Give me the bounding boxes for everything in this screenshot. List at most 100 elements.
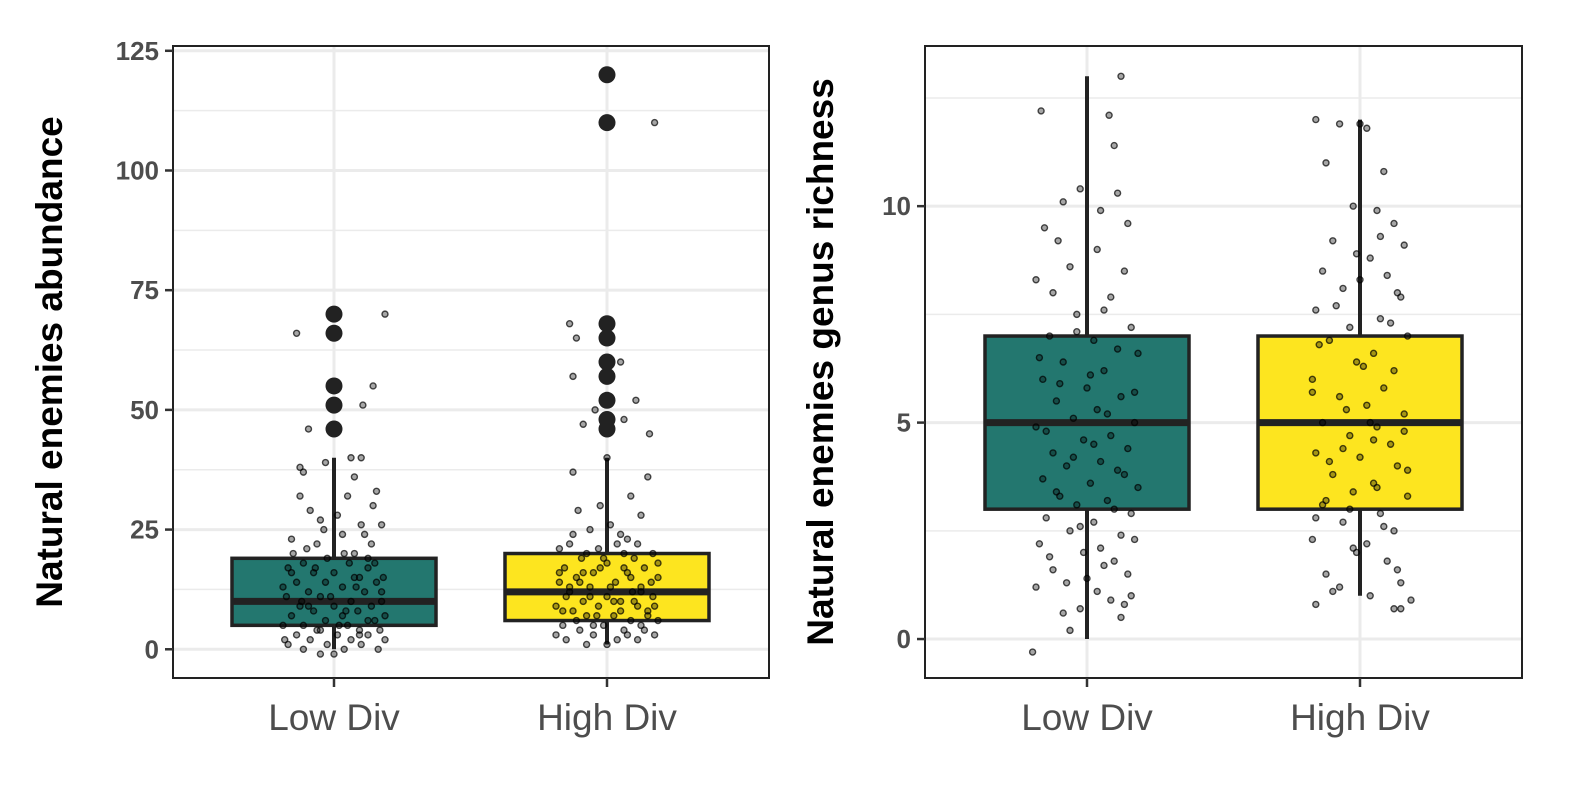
jitter-point	[654, 559, 662, 567]
jitter-point	[645, 430, 654, 438]
jitter-point	[347, 635, 355, 644]
jitter-point	[1045, 553, 1054, 561]
jitter-point	[350, 549, 359, 558]
jitter-point	[1322, 496, 1330, 505]
jitter-point	[1349, 488, 1357, 496]
jitter-point	[1028, 648, 1037, 656]
jitter-point	[1366, 592, 1374, 600]
jitter-point	[360, 588, 369, 596]
jitter-point	[552, 602, 560, 610]
jitter-point	[1113, 345, 1122, 353]
jitter-point	[576, 626, 584, 634]
x-tick-label: Low Div	[268, 697, 400, 738]
jitter-point	[381, 635, 389, 644]
jitter-point	[1346, 505, 1354, 513]
jitter-point	[357, 640, 365, 649]
y-tick-label: 0	[897, 624, 911, 654]
jitter-point	[316, 650, 325, 658]
jitter-point	[649, 592, 657, 601]
jitter-point	[1308, 375, 1317, 384]
jitter-point	[321, 458, 330, 467]
jitter-point	[1400, 410, 1408, 418]
jitter-point	[599, 621, 608, 630]
jitter-point	[1403, 492, 1412, 500]
jitter-point	[589, 631, 598, 639]
jitter-point	[1373, 423, 1381, 431]
jitter-point	[1127, 592, 1135, 600]
jitter-point	[1127, 509, 1135, 518]
jitter-point	[1349, 202, 1357, 210]
jitter-point	[1407, 596, 1415, 604]
jitter-point	[1312, 514, 1320, 522]
jitter-point	[579, 420, 587, 428]
jitter-point	[1042, 427, 1050, 435]
panel-border	[924, 45, 1523, 679]
jitter-point	[357, 454, 365, 462]
jitter-point	[559, 607, 567, 615]
jitter-point	[377, 521, 386, 529]
jitter-point	[637, 588, 645, 596]
jitter-point	[279, 621, 287, 630]
jitter-point	[1332, 302, 1340, 310]
jitter-point	[630, 554, 638, 563]
jitter-point	[1390, 219, 1398, 228]
jitter-point	[1066, 626, 1074, 635]
y-tick-label: 5	[897, 408, 911, 438]
jitter-point	[1117, 531, 1125, 539]
outlier-point	[598, 353, 616, 371]
jitter-point	[1127, 323, 1135, 332]
outlier-point	[598, 367, 616, 385]
jitter-point	[1380, 522, 1388, 531]
jitter-point	[640, 626, 649, 634]
jitter-point	[610, 597, 618, 606]
jitter-point	[1062, 579, 1071, 587]
jitter-point	[359, 401, 367, 409]
jitter-point	[1130, 418, 1139, 427]
jitter-point	[569, 530, 577, 539]
jitter-point	[1339, 284, 1347, 293]
jitter-point	[628, 588, 637, 596]
jitter-point	[303, 545, 311, 553]
jitter-point	[650, 631, 659, 639]
jitter-point	[1318, 418, 1327, 427]
panel-border	[172, 45, 770, 679]
jitter-point	[1107, 596, 1115, 604]
jitter-point	[1322, 159, 1330, 167]
jitter-point	[1380, 167, 1388, 176]
jitter-point	[562, 635, 570, 644]
jitter-point	[1110, 141, 1118, 150]
x-tick-label: High Div	[1290, 697, 1430, 738]
jitter-point	[374, 645, 382, 653]
jitter-point	[1397, 579, 1405, 587]
jitter-point	[343, 492, 352, 500]
jitter-point	[616, 597, 625, 606]
jitter-point	[627, 573, 635, 582]
jitter-point	[1039, 375, 1047, 384]
jitter-point	[364, 554, 372, 563]
jitter-point	[1073, 310, 1081, 319]
jitter-point	[1329, 587, 1337, 596]
jitter-point	[1076, 185, 1084, 193]
outlier-point	[598, 66, 616, 84]
jitter-point	[613, 540, 621, 548]
jitter-point	[1380, 384, 1388, 392]
jitter-point	[1329, 237, 1337, 245]
jitter-point	[1090, 336, 1098, 345]
jitter-point	[1069, 414, 1078, 422]
outlier-point	[598, 315, 616, 333]
outlier-point	[598, 329, 616, 347]
jitter-point	[1035, 353, 1044, 362]
jitter-point	[1032, 276, 1040, 284]
jitter-point	[1042, 514, 1050, 522]
jitter-point	[591, 406, 599, 414]
jitter-point	[1130, 535, 1139, 544]
jitter-point	[1342, 405, 1351, 414]
jitter-point	[355, 631, 364, 639]
jitter-point	[326, 592, 335, 601]
jitter-point	[1113, 189, 1122, 197]
outlier-point	[325, 420, 343, 438]
jitter-point	[330, 650, 338, 658]
jitter-point	[287, 535, 296, 543]
jitter-point	[284, 640, 292, 649]
jitter-point	[569, 468, 577, 476]
